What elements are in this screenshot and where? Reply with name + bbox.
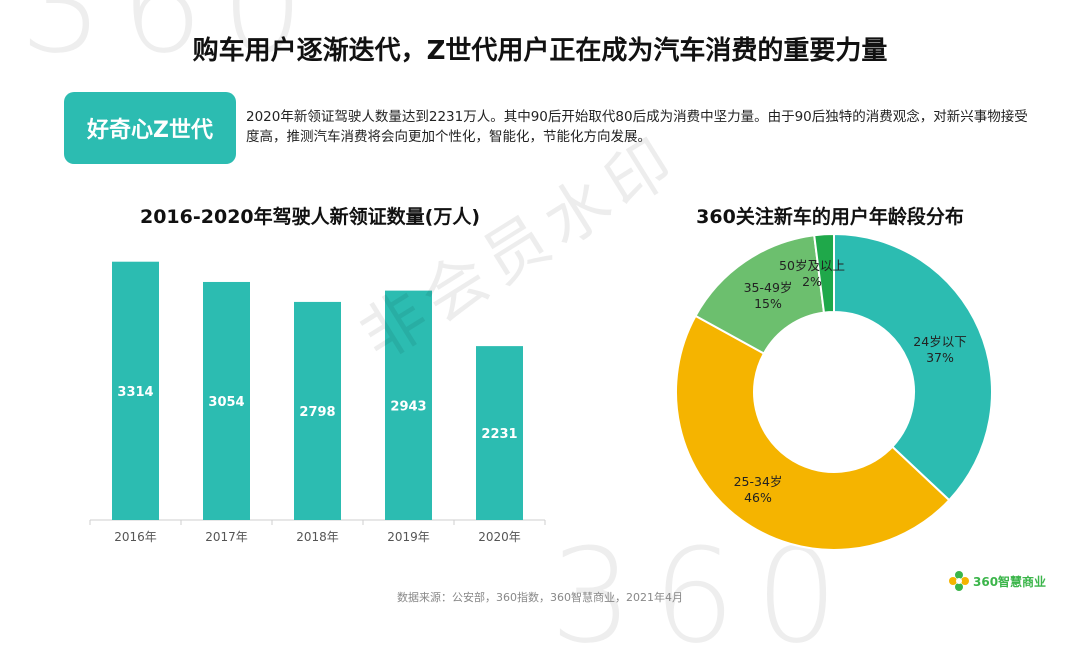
bar-chart-title: 2016-2020年驾驶人新领证数量(万人): [139, 206, 480, 228]
flower-logo-icon: [949, 571, 969, 591]
x-tick-label: 2019年: [387, 530, 430, 544]
donut-slice-percent: 15%: [754, 296, 782, 311]
donut-slice-24岁以下: [833, 232, 993, 502]
donut-slice-percent: 37%: [926, 350, 954, 365]
bar-chart: 3314 2016年 3054 2017年 2798 2018年 2943 2019年 2231…: [89, 261, 546, 544]
donut-chart-title: 360关注新车的用户年龄段分布: [696, 206, 964, 228]
donut-slice-label: 24岁以下: [913, 334, 966, 349]
bar-2017年: [203, 281, 250, 520]
bar-value-label: 2798: [299, 405, 335, 420]
page-title: 购车用户逐渐迭代，Z世代用户正在成为汽车消费的重要力量: [192, 36, 888, 66]
brand-logo: 360智慧商业: [948, 570, 1046, 592]
x-tick-label: 2017年: [205, 530, 248, 544]
bar-2018年: [294, 301, 341, 520]
x-tick-label: 2020年: [478, 530, 521, 544]
donut-slice-label: 35-49岁: [744, 280, 793, 295]
x-tick-label: 2018年: [296, 530, 339, 544]
bar-2020年: [476, 346, 523, 520]
logo-text: 360智慧商业: [973, 574, 1047, 589]
bar-value-label: 3314: [117, 385, 153, 400]
donut-slice-label: 50岁及以上: [779, 258, 845, 273]
donut-slice-percent: 46%: [744, 490, 772, 505]
bar-2019年: [385, 290, 432, 520]
donut-slice-label: 25-34岁: [734, 474, 783, 489]
bar-value-label: 2231: [481, 427, 517, 442]
description-text: 2020年新领证驾驶人数量达到2231万人。其中90后开始取代80后成为消费中坚…: [246, 109, 1028, 145]
bar-value-label: 3054: [208, 395, 244, 410]
z-generation-badge: 好奇心Z世代: [64, 92, 236, 164]
donut-slice-50岁及以上: [813, 232, 835, 314]
x-tick-label: 2016年: [114, 530, 157, 544]
donut-slice-25-34岁: [675, 314, 951, 551]
donut-slice-percent: 2%: [802, 274, 822, 289]
bar-value-label: 2943: [390, 399, 426, 414]
data-source-note: 数据来源：公安部，360指数，360智慧商业，2021年4月: [397, 591, 683, 604]
bar-2016年: [112, 261, 159, 520]
